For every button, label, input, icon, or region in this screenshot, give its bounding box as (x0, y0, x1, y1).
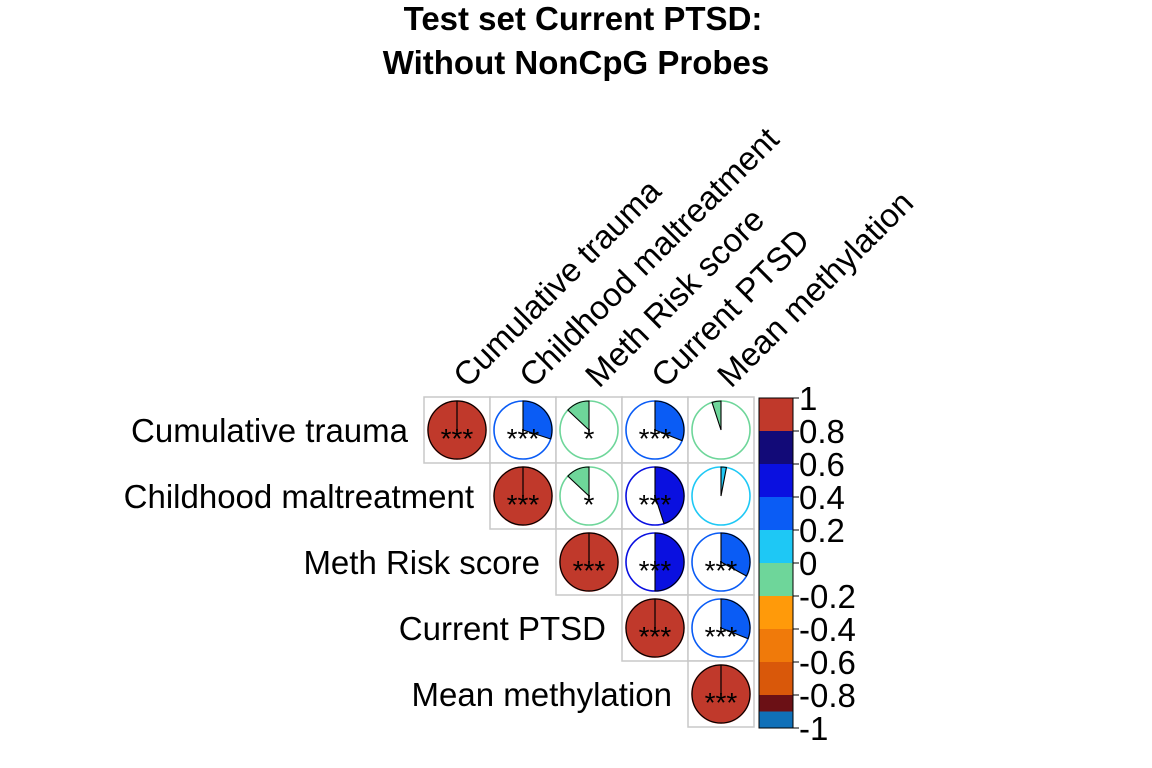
colorbar-bin (759, 662, 793, 695)
significance-label: * (584, 489, 595, 520)
pie-cell-2-4: *** (691, 532, 751, 592)
pie-slice (654, 400, 685, 442)
significance-label: *** (639, 621, 672, 652)
colorbar-legend: 10.80.60.40.20-0.2-0.4-0.6-0.8-1 (758, 380, 856, 747)
chart-title-line-1: Test set Current PTSD: (404, 0, 763, 37)
pie-cell-4-4: *** (691, 664, 751, 724)
colorbar-bin (759, 497, 793, 530)
colorbar-tick-label: -0.4 (799, 611, 856, 648)
pie-cell-1-3: *** (625, 466, 685, 526)
row-labels: Cumulative trauma Childhood maltreatment M… (124, 412, 672, 713)
significance-label: *** (639, 555, 672, 586)
pie-cell-0-1: *** (493, 400, 553, 460)
colorbar-tick-label: 0.8 (799, 413, 845, 450)
colorbar-tick-label: -0.8 (799, 677, 856, 714)
row-label: Childhood maltreatment (124, 478, 474, 515)
pie-slice (522, 400, 553, 440)
colorbar-tick-label: 0.2 (799, 512, 845, 549)
pie-cell-1-2: * (559, 466, 619, 526)
colorbar-tick-label: 0.6 (799, 446, 845, 483)
colorbar-bin (759, 695, 793, 712)
pie-slice (711, 400, 722, 431)
colorbar-bin (759, 464, 793, 497)
significance-label: *** (705, 621, 738, 652)
colorbar-bin (759, 563, 793, 596)
colorbar-tick-label: -1 (799, 710, 828, 747)
pie-cell-0-0: *** (427, 400, 487, 460)
pie-slice (720, 598, 751, 640)
pie-cell-0-3: *** (625, 400, 685, 460)
row-label: Mean methylation (412, 676, 672, 713)
significance-label: *** (705, 555, 738, 586)
pie-cell-1-1: *** (493, 466, 553, 526)
pie-cell-3-4: *** (691, 598, 751, 658)
chart-title-line-2: Without NonCpG Probes (383, 44, 770, 81)
colorbar-tick-label: -0.2 (799, 578, 856, 615)
row-label: Current PTSD (399, 610, 606, 647)
colorbar-tick-label: 1 (799, 380, 817, 417)
colorbar-bin (759, 596, 793, 629)
colorbar-bin (759, 398, 793, 431)
row-label: Meth Risk score (303, 544, 540, 581)
pie-slice (654, 532, 685, 592)
colorbar-bin (759, 530, 793, 563)
significance-label: *** (507, 423, 540, 454)
pie-slice (567, 466, 590, 498)
significance-label: *** (441, 423, 474, 454)
significance-label: * (584, 423, 595, 454)
colorbar-bin (759, 431, 793, 464)
pie-slice (654, 466, 685, 525)
pie-cell-3-3: *** (625, 598, 685, 658)
significance-label: *** (573, 555, 606, 586)
colorbar-tick-label: 0 (799, 545, 817, 582)
colorbar-bin (759, 629, 793, 662)
significance-label: *** (507, 489, 540, 520)
pie-cells: *** *** * ****** * ****** *** ****** ****** (427, 400, 751, 724)
row-label: Cumulative trauma (131, 412, 409, 449)
pie-cell-2-2: *** (559, 532, 619, 592)
significance-label: *** (639, 423, 672, 454)
pie-cell-1-4 (691, 466, 751, 526)
significance-label: *** (639, 489, 672, 520)
pie-slice (567, 400, 590, 432)
pie-slice (720, 532, 751, 577)
pie-cell-0-2: * (559, 400, 619, 460)
pie-cell-2-3: *** (625, 532, 685, 592)
pie-slice (720, 466, 728, 497)
colorbar-tick-label: -0.6 (799, 644, 856, 681)
colorbar-tick-label: 0.4 (799, 479, 845, 516)
pie-cell-0-4 (691, 400, 751, 460)
significance-label: *** (705, 687, 738, 718)
